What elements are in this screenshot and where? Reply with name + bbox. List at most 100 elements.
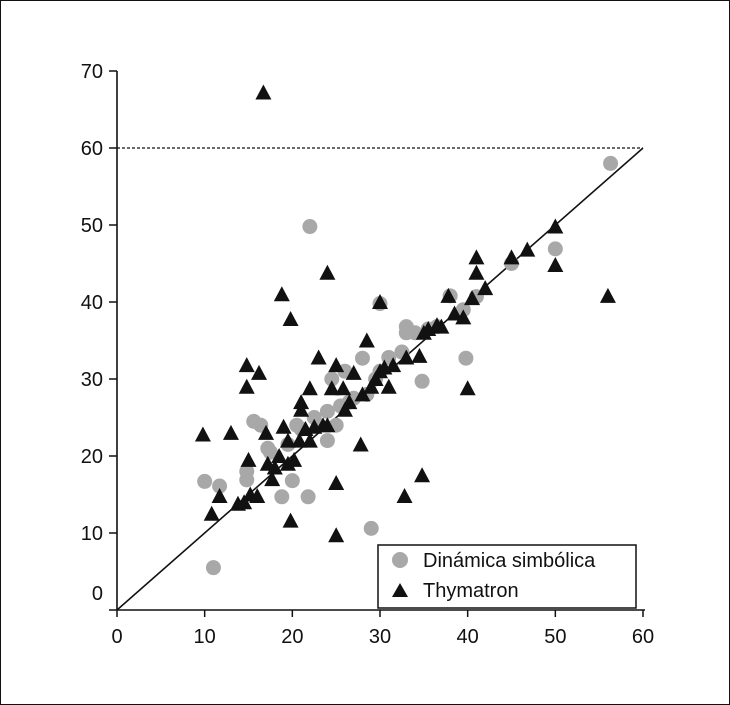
data-point-triangle [396,488,413,504]
legend-box [377,544,637,609]
data-point-circle [212,478,228,494]
data-point-triangle [301,432,318,448]
data-point-triangle [291,432,308,448]
y-tick-label: 20 [81,446,103,468]
data-point-triangle [279,432,296,448]
data-point-triangle [380,378,397,394]
data-point-circle [319,403,335,419]
data-point-circle [354,350,370,366]
data-point-triangle [203,505,220,521]
data-point-triangle [282,310,299,326]
data-point-circle [300,489,316,505]
data-point-triangle [282,512,299,528]
data-point-circle [197,473,213,489]
data-point-triangle [266,459,283,475]
data-point-circle [319,433,335,449]
data-point-circle [302,219,318,235]
x-tick-label: 0 [111,626,122,648]
data-point-triangle [503,249,520,265]
legend-circle-marker [392,552,408,568]
y-tick-label: 60 [81,138,103,160]
data-point-triangle [477,280,494,296]
data-point-triangle [279,455,296,471]
data-point-triangle [352,436,369,452]
data-point-triangle [599,287,616,303]
data-point-circle [284,473,300,489]
data-point-triangle [440,287,457,303]
data-point-triangle [459,380,476,396]
data-point-triangle [468,249,485,265]
data-point-triangle [328,474,345,490]
data-point-triangle [455,309,472,325]
data-point-triangle [354,386,371,402]
data-point-triangle [433,318,450,334]
data-point-triangle [464,290,481,306]
data-point-triangle [310,349,327,365]
data-point-circle [363,520,379,536]
series-thymatron [194,84,616,543]
data-point-triangle [336,401,353,417]
data-point-triangle [323,380,340,396]
data-point-triangle [271,448,288,463]
data-point-triangle [293,401,310,417]
data-point-triangle [446,305,463,321]
legend-triangle-marker [392,583,408,597]
data-point-triangle [420,320,437,336]
x-tick-label: 60 [632,626,654,648]
data-point-circle [458,350,474,366]
data-point-circle [324,371,340,387]
x-tick-label: 30 [369,626,391,648]
x-tick-label: 10 [194,626,216,648]
data-point-triangle [358,332,375,348]
data-point-triangle [194,426,211,442]
y-tick-label: 10 [81,523,103,545]
data-point-triangle [238,378,255,394]
axes: 0 10 20 30 40 50 60 0 10 20 30 40 50 60 70 [81,61,654,648]
data-point-triangle [264,471,281,487]
data-point-circle [262,444,278,460]
legend: Dinámica simbólica Thymatron [377,544,637,609]
data-point-triangle [414,467,431,483]
data-point-triangle [236,494,253,510]
data-point-triangle [411,347,428,363]
data-point-circle [274,489,290,505]
data-point-triangle [255,84,272,100]
series-dinamica-simbolica [197,155,619,576]
data-point-triangle [328,357,345,373]
legend-label-thymatron: Thymatron [423,580,519,602]
data-point-triangle [293,394,310,410]
data-point-triangle [547,218,564,234]
data-point-circle [414,373,430,389]
y-tick-label: 70 [81,61,103,83]
data-point-triangle [238,357,255,373]
data-point-triangle [258,424,275,440]
data-point-triangle [547,257,564,273]
data-point-triangle [211,488,228,504]
data-point-triangle [222,424,239,440]
y-tick-label: 30 [81,369,103,391]
data-point-triangle [251,364,268,380]
data-point-triangle [249,488,266,504]
data-point-circle [547,241,563,257]
data-point-triangle [468,264,485,280]
data-point-circle [239,463,255,479]
data-point-triangle [335,380,352,396]
y-tick-label: 40 [81,292,103,314]
data-point-triangle [286,451,303,467]
data-point-triangle [273,286,290,302]
y-tick-label: 50 [81,215,103,237]
data-point-triangle [275,418,292,434]
data-point-triangle [328,527,345,543]
data-point-triangle [519,241,536,257]
data-point-triangle [240,451,257,467]
data-point-circle [205,560,221,576]
data-point-circle [603,155,619,171]
data-point-triangle [385,357,402,373]
data-point-triangle [319,417,336,433]
x-tick-label: 40 [457,626,479,648]
data-point-triangle [367,371,384,386]
x-tick-label: 20 [281,626,303,648]
data-point-triangle [341,394,358,410]
data-point-triangle [398,349,415,365]
